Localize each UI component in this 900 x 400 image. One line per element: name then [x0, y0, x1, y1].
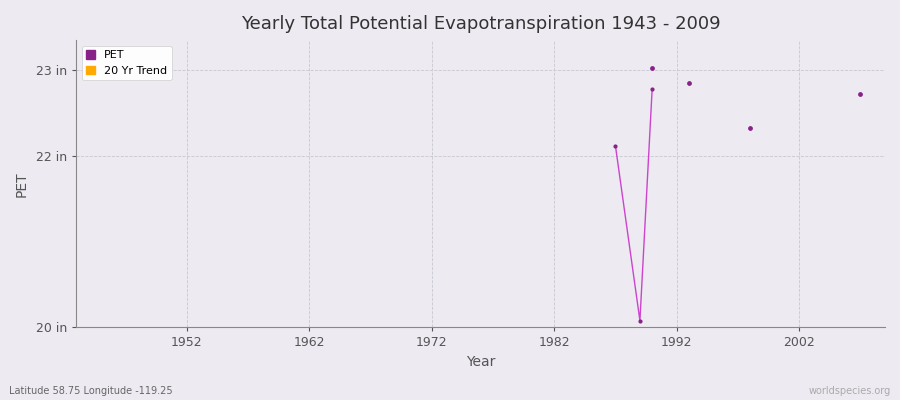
X-axis label: Year: Year — [466, 355, 495, 369]
Text: Latitude 58.75 Longitude -119.25: Latitude 58.75 Longitude -119.25 — [9, 386, 173, 396]
Point — [681, 80, 696, 86]
Point — [853, 91, 868, 97]
Title: Yearly Total Potential Evapotranspiration 1943 - 2009: Yearly Total Potential Evapotranspiratio… — [241, 15, 720, 33]
Legend: PET, 20 Yr Trend: PET, 20 Yr Trend — [82, 46, 172, 80]
Text: worldspecies.org: worldspecies.org — [809, 386, 891, 396]
Point — [645, 65, 660, 72]
Point — [743, 125, 758, 132]
Y-axis label: PET: PET — [15, 171, 29, 196]
